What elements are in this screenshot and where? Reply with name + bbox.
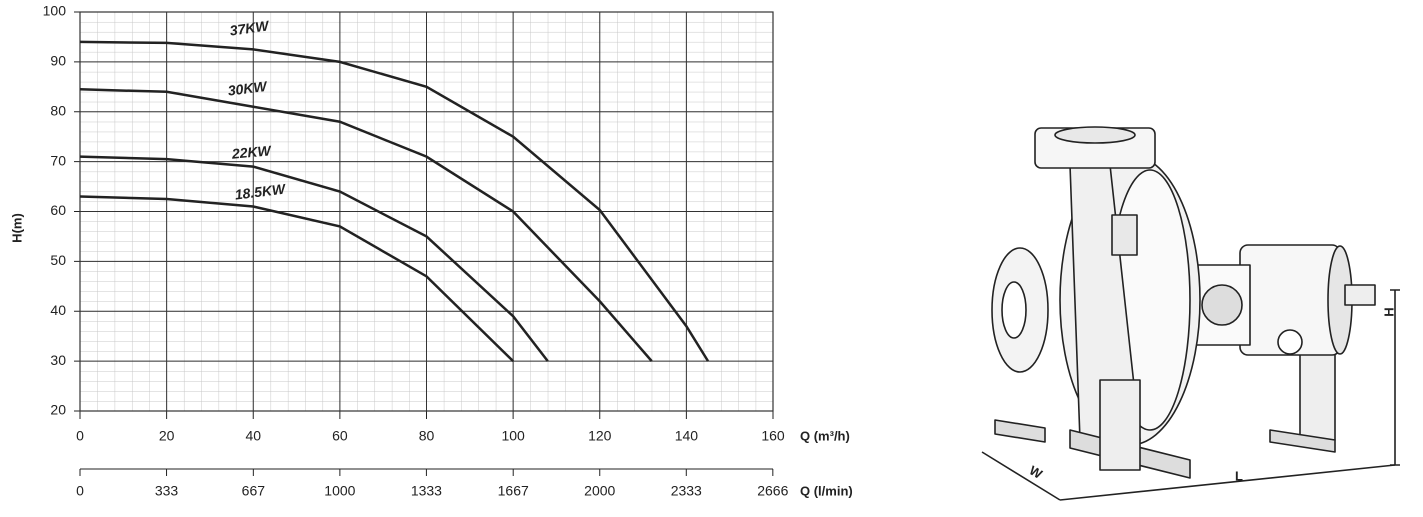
x2-tick-label: 1667 <box>498 483 529 499</box>
y-tick-label: 40 <box>50 302 66 318</box>
x2-tick-label: 2666 <box>757 483 788 499</box>
curve <box>79 155 549 362</box>
x2-tick-label: 1333 <box>411 483 442 499</box>
x-tick-label: 80 <box>419 428 435 444</box>
pump-illustration <box>981 126 1400 501</box>
plot-frame <box>79 11 774 412</box>
x-tick-label: 40 <box>245 428 261 444</box>
y-tick-label: 100 <box>43 3 67 19</box>
y-tick-label: 90 <box>50 53 66 69</box>
y-tick-label: 30 <box>50 352 66 368</box>
series-label: 30KW <box>227 78 269 99</box>
x2-tick-label: 2000 <box>584 483 615 499</box>
y-tick-label: 50 <box>50 252 66 268</box>
y-tick-label: 60 <box>50 202 66 218</box>
curve <box>79 195 514 363</box>
y-tick-label: 80 <box>50 102 66 118</box>
x-tick-label: 60 <box>332 428 348 444</box>
x-tick-label: 140 <box>675 428 699 444</box>
x2-tick-label: 667 <box>242 483 266 499</box>
x2-tick-label: 333 <box>155 483 179 499</box>
x-axis-title: Q (m³/h) <box>800 428 850 443</box>
curve <box>79 40 710 362</box>
series-label: 37KW <box>229 17 272 39</box>
curve <box>79 88 653 362</box>
y-tick-label: 20 <box>50 402 66 418</box>
x2-tick-label: 1000 <box>324 483 355 499</box>
x-tick-label: 160 <box>761 428 785 444</box>
x-tick-label: 100 <box>501 428 525 444</box>
series-label: 22KW <box>230 142 273 162</box>
y-axis-title: H(m) <box>9 213 24 243</box>
x-tick-label: 0 <box>76 428 84 444</box>
x2-tick-label: 0 <box>76 483 84 499</box>
x-tick-label: 120 <box>588 428 612 444</box>
x2-tick-label: 2333 <box>671 483 702 499</box>
y-tick-label: 70 <box>50 152 66 168</box>
width-label: W <box>1027 463 1046 482</box>
length-label: L <box>1235 468 1243 483</box>
series-label: 18.5KW <box>234 180 288 202</box>
x2-axis-title: Q (l/min) <box>800 483 853 498</box>
height-label: H <box>1381 307 1396 316</box>
x-tick-label: 20 <box>159 428 175 444</box>
